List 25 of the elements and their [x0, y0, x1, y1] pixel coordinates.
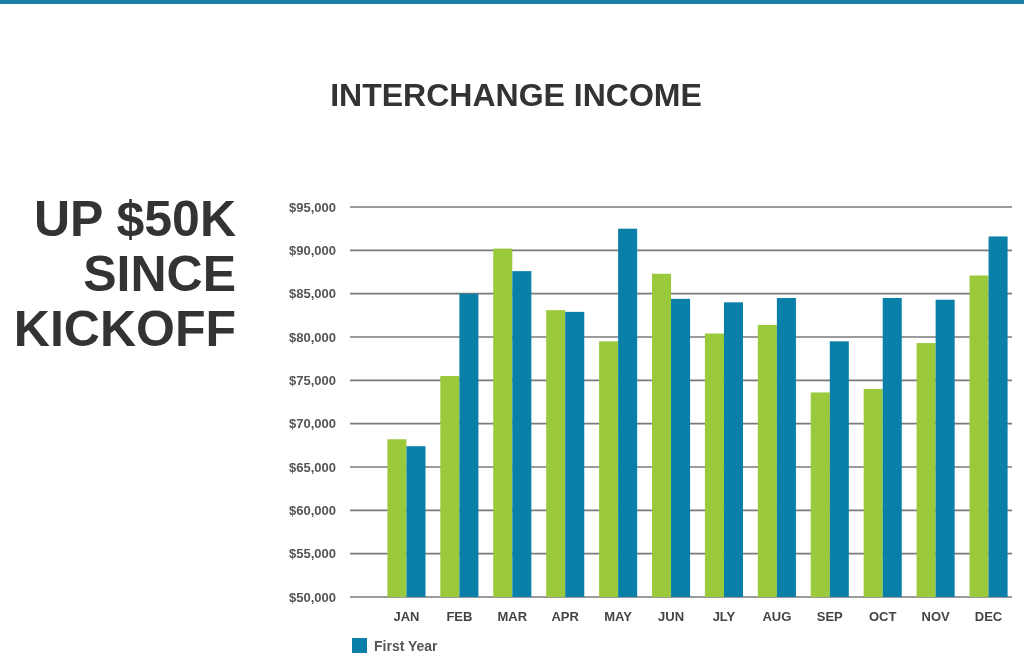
- x-tick-label: JUN: [658, 609, 685, 624]
- x-tick-label: NOV: [921, 609, 951, 624]
- x-tick-label: JLY: [712, 609, 736, 624]
- y-tick-label: $95,000: [289, 199, 336, 215]
- x-tick-label: AUG: [762, 609, 792, 624]
- y-tick-label: $65,000: [289, 459, 336, 475]
- x-tick-label: DEC: [974, 609, 1003, 624]
- x-tick-label: OCT: [868, 609, 897, 624]
- y-tick-label: $80,000: [289, 329, 336, 345]
- x-tick-label: APR: [551, 609, 580, 624]
- y-tick-label: $50,000: [289, 589, 336, 605]
- y-tick-label: $55,000: [289, 546, 336, 562]
- chart-title: INTERCHANGE INCOME: [330, 77, 702, 113]
- x-tick-label: MAR: [497, 609, 528, 624]
- y-tick-label: $85,000: [289, 286, 336, 302]
- text: UP $50K SINCE KICKOFF: [13, 191, 236, 357]
- x-tick-label: SEP: [816, 609, 844, 624]
- y-tick-label: $60,000: [289, 502, 336, 518]
- y-tick-label: $90,000: [289, 242, 336, 258]
- y-tick-label: $75,000: [289, 372, 336, 388]
- legend-label: First Year: [374, 637, 439, 654]
- x-tick-label: FEB: [446, 609, 473, 624]
- x-tick-label: MAY: [604, 609, 633, 624]
- x-tick-label: JAN: [393, 609, 420, 624]
- y-tick-label: $70,000: [289, 416, 336, 432]
